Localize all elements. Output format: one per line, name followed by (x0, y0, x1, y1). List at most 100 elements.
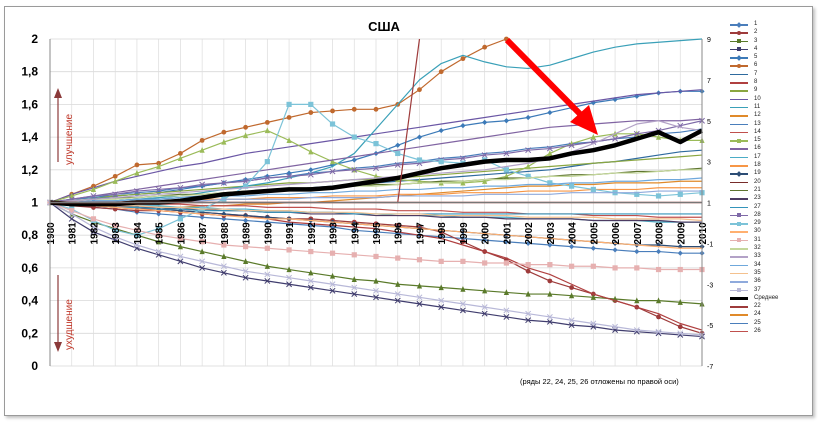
marker-stroke (503, 307, 510, 314)
y-tick-label: 2 (31, 32, 38, 46)
point-marker (655, 133, 662, 140)
legend-item: Среднее (730, 294, 808, 302)
legend-label: 32 (754, 245, 761, 252)
legend-item: 19 (730, 169, 808, 177)
legend-label: 22 (754, 303, 761, 310)
point-marker (308, 101, 314, 107)
legend-item: 35 (730, 269, 808, 277)
marker-stroke (612, 135, 619, 142)
point-marker (351, 284, 358, 291)
legend-marker (736, 54, 742, 61)
point-marker (329, 287, 336, 294)
y2-tick-label: -5 (707, 323, 713, 330)
point-marker (395, 150, 401, 157)
point-marker (395, 142, 401, 148)
point-marker (373, 229, 379, 235)
point-marker (677, 330, 684, 337)
point-marker (503, 307, 510, 314)
legend-item: 14 (730, 128, 808, 136)
point-marker (546, 145, 553, 152)
marker-stroke (351, 166, 358, 173)
point-marker (286, 137, 292, 143)
y2-tick-label: -1 (707, 241, 713, 248)
marker-stroke (177, 253, 184, 260)
x-tick-label: 2008 (655, 222, 666, 245)
point-marker (547, 278, 553, 284)
legend-label: 19 (754, 170, 761, 177)
x-tick-label: 2006 (611, 222, 622, 245)
marker-stroke (373, 294, 379, 301)
point-marker (612, 323, 619, 330)
x-tick-label: 2007 (633, 222, 644, 245)
point-marker (547, 242, 553, 248)
marker-stroke (351, 291, 358, 298)
marker-stroke (286, 281, 293, 288)
point-marker (655, 328, 662, 335)
point-marker (634, 248, 640, 255)
legend-label: 28 (754, 211, 761, 218)
y2-tick-label: 9 (707, 37, 711, 44)
point-marker (590, 133, 596, 140)
point-marker (590, 320, 597, 327)
x-tick-label: 1986 (176, 222, 187, 245)
point-marker (460, 285, 466, 292)
legend-item: 18 (730, 161, 808, 169)
legend-label: 18 (754, 162, 761, 169)
point-marker (156, 238, 162, 245)
point-marker (482, 237, 488, 243)
legend-label: 25 (754, 319, 761, 326)
legend-marker (736, 171, 742, 177)
point-marker (286, 266, 292, 273)
series-line (50, 38, 421, 204)
point-marker (264, 278, 271, 284)
red-arrow (504, 37, 598, 135)
point-marker (69, 192, 75, 199)
legend-marker (737, 47, 741, 52)
marker-stroke (329, 281, 336, 288)
legend-item: 32 (730, 244, 808, 252)
point-marker (351, 106, 357, 112)
marker-stroke (199, 258, 206, 265)
legend-item: 2 (730, 28, 808, 36)
point-marker (243, 124, 249, 130)
point-marker (547, 290, 553, 297)
marker-stroke (568, 322, 575, 329)
legend-swatch (730, 115, 748, 117)
point-marker (373, 165, 379, 172)
point-marker (199, 146, 205, 153)
point-marker (460, 56, 466, 62)
series-line (49, 169, 702, 204)
legend-swatch (730, 90, 748, 92)
series-line (50, 177, 703, 204)
marker-stroke (90, 224, 97, 230)
point-marker (503, 289, 509, 296)
point-marker (112, 227, 118, 233)
y-tick-label: 1,4 (21, 130, 38, 144)
x-tick-label: 2004 (568, 222, 579, 245)
series-line (49, 120, 703, 204)
point-marker (199, 239, 205, 245)
legend-label: 8 (754, 79, 758, 86)
point-marker (525, 240, 531, 246)
legend-item: 5 (730, 53, 808, 61)
point-marker (590, 186, 596, 193)
legend-item: 12 (730, 111, 808, 119)
point-marker (460, 179, 466, 186)
point-marker (459, 307, 466, 314)
marker-stroke (286, 173, 293, 180)
point-marker (221, 138, 227, 145)
legend-swatch (730, 189, 748, 192)
point-marker (503, 313, 510, 320)
legend-item: 31 (730, 236, 808, 244)
point-marker (438, 69, 444, 75)
point-marker (221, 129, 227, 135)
legend-label: 13 (754, 120, 761, 127)
point-marker (351, 166, 358, 173)
series-32 (49, 169, 702, 204)
series-line (49, 201, 703, 222)
legend-swatch (730, 106, 748, 109)
x-tick-label: 1985 (155, 222, 166, 245)
marker-stroke (655, 328, 662, 335)
point-marker (677, 250, 683, 256)
marker-stroke (220, 269, 227, 276)
